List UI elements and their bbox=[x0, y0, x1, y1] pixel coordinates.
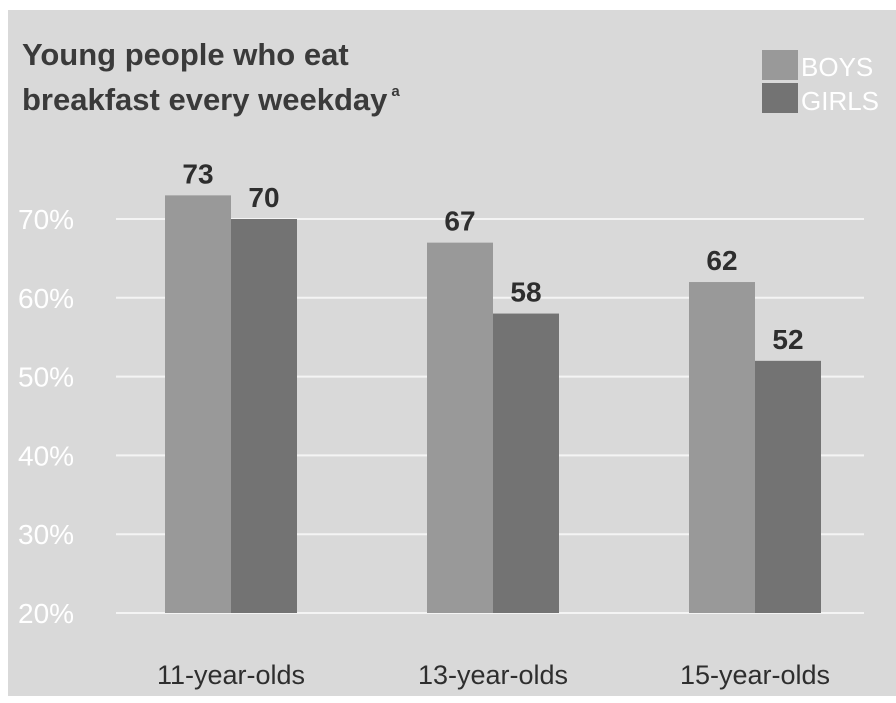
bar-boys-11-year-olds bbox=[165, 195, 231, 614]
legend-label-boys: BOYS bbox=[801, 52, 873, 82]
y-tick-label-40: 40% bbox=[18, 440, 74, 471]
category-label-15-year-olds: 15-year-olds bbox=[680, 660, 830, 690]
value-label-girls-11-year-olds: 70 bbox=[248, 182, 279, 213]
y-tick-label-20: 20% bbox=[18, 598, 74, 629]
value-label-boys-15-year-olds: 62 bbox=[706, 245, 737, 276]
y-tick-label-30: 30% bbox=[18, 519, 74, 550]
bar-girls-15-year-olds bbox=[755, 360, 821, 613]
category-label-11-year-olds: 11-year-olds bbox=[157, 660, 305, 690]
bar-girls-13-year-olds bbox=[493, 313, 559, 613]
y-tick-label-70: 70% bbox=[18, 204, 74, 235]
y-axis-ticks: 20% 30% 40% 50% 60% 70% bbox=[18, 204, 74, 629]
value-label-girls-15-year-olds: 52 bbox=[772, 324, 803, 355]
bar-boys-13-year-olds bbox=[427, 242, 493, 613]
value-label-boys-13-year-olds: 67 bbox=[444, 206, 475, 237]
title-footnote-marker: a bbox=[391, 83, 400, 100]
legend-swatch-girls bbox=[762, 83, 798, 113]
value-label-boys-11-year-olds: 73 bbox=[182, 158, 213, 189]
value-label-girls-13-year-olds: 58 bbox=[510, 277, 541, 308]
legend-label-girls: GIRLS bbox=[801, 86, 879, 116]
chart-panel: 20% 30% 40% 50% 60% 70% 73 70 67 58 62 52 11-year-… bbox=[8, 10, 896, 696]
bar-girls-11-year-olds bbox=[231, 219, 297, 613]
legend-swatch-boys bbox=[762, 50, 798, 80]
chart-title-line-1: Young people who eat bbox=[22, 37, 349, 72]
category-label-13-year-olds: 13-year-olds bbox=[418, 660, 568, 690]
y-tick-label-50: 50% bbox=[18, 362, 74, 393]
bar-boys-15-year-olds bbox=[689, 282, 755, 613]
bar-chart: 20% 30% 40% 50% 60% 70% 73 70 67 58 62 52 11-year-… bbox=[18, 37, 879, 690]
chart-title-line-2: breakfast every weekday a bbox=[22, 82, 400, 117]
value-labels: 73 70 67 58 62 52 bbox=[182, 158, 803, 354]
legend: BOYS GIRLS bbox=[762, 50, 879, 116]
category-labels: 11-year-olds 13-year-olds 15-year-olds bbox=[157, 660, 830, 690]
y-tick-label-60: 60% bbox=[18, 283, 74, 314]
bars bbox=[165, 195, 821, 614]
